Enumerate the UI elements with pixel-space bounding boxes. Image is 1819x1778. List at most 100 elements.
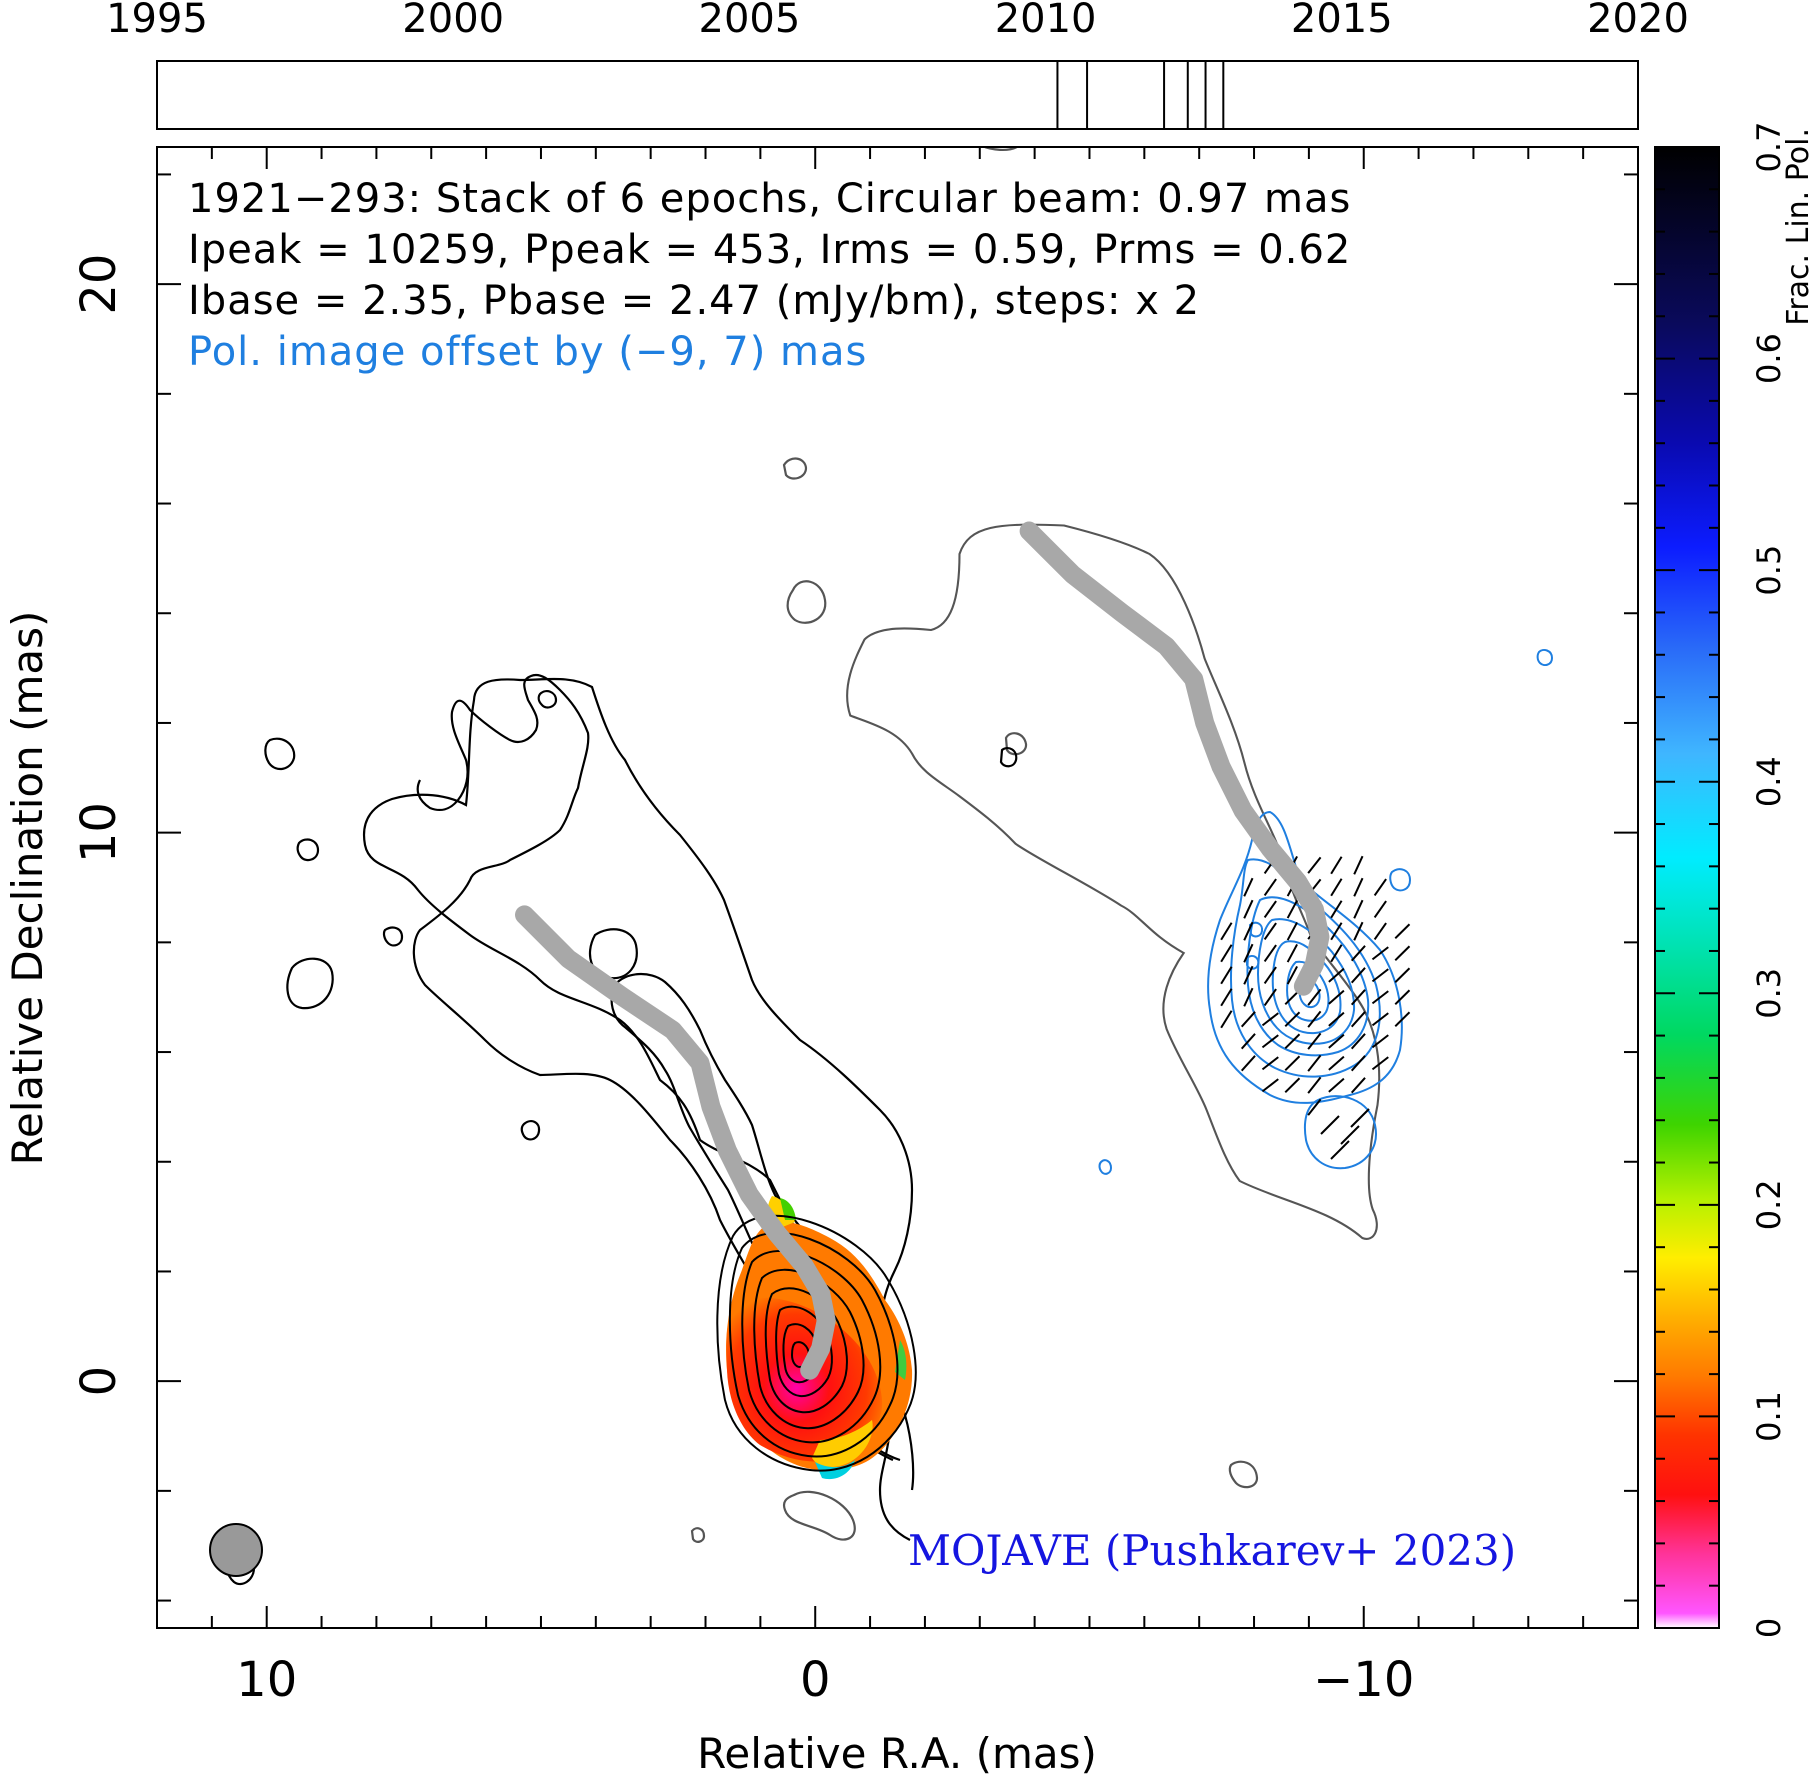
colorbar-gradient: [1655, 147, 1719, 1628]
pol-offset-note: Pol. image offset by (−9, 7) mas: [188, 329, 867, 375]
evpa-stick: [1350, 1033, 1366, 1050]
pol-contour-outer: [1207, 810, 1403, 1104]
outer-island-7: [690, 1527, 706, 1543]
evpa-stick: [1284, 1055, 1301, 1072]
pol-contour-4: [1256, 918, 1356, 1045]
pol-contour-6: [1286, 960, 1330, 1022]
colorbar-label: Frac. Lin. Pol.: [1781, 128, 1816, 326]
evpa-stick: [1394, 923, 1411, 940]
contour-level-2: [412, 673, 894, 1462]
core-ring-4: [753, 1268, 865, 1430]
pol-jet-ridge-line: [1019, 521, 1330, 996]
info-line-3: Ibase = 2.35, Pbase = 2.47 (mJy/bm), ste…: [188, 278, 1200, 324]
evpa-stick: [1220, 944, 1233, 963]
evpa-stick: [1307, 1054, 1322, 1072]
evpa-stick: [1353, 855, 1364, 875]
evpa-stick: [1220, 988, 1233, 1007]
timeline-tick-label: 2005: [699, 0, 801, 42]
evpa-stick: [1353, 899, 1364, 919]
evpa-stick: [1263, 900, 1277, 919]
island-a: [537, 690, 558, 709]
timeline-tick-label: 2020: [1587, 0, 1689, 42]
evpa-stick: [1330, 944, 1343, 963]
evpa-stick: [1284, 1011, 1301, 1028]
evpa-stick: [1340, 1125, 1360, 1145]
evpa-stick: [1240, 1033, 1256, 1050]
outer-island-3: [1004, 732, 1028, 756]
map-frame: [156, 146, 1639, 1629]
polarized-intensity-contours: [1098, 649, 1554, 1175]
evpa-stick: [1286, 899, 1298, 919]
y-axis-label: Relative Declination (mas): [3, 611, 52, 1166]
contour-hole-3: [382, 926, 404, 947]
evpa-stick: [1263, 944, 1277, 963]
evpa-stick: [1350, 967, 1366, 984]
colorbar-tick-label: 0: [1750, 1618, 1788, 1638]
jet-ridge-line: [515, 905, 836, 1380]
colorbar-tick-labels: 0 0.1 0.2 0.3 0.4 0.5 0.6 0.7: [1750, 122, 1788, 1639]
contour-hole-6: [520, 1120, 541, 1141]
pol-patch-green: [780, 1198, 796, 1220]
colorbar-tick-label: 0.4: [1750, 756, 1788, 807]
evpa-stick: [1220, 1010, 1233, 1029]
evpa-stick: [1328, 1055, 1345, 1071]
outer-island-2: [782, 457, 808, 480]
outer-island-6: [1228, 1460, 1259, 1489]
evpa-stick: [1307, 1010, 1322, 1028]
evpa-stick: [1373, 878, 1387, 897]
pol-contour-lower-lobe: [1303, 1095, 1377, 1170]
outer-island-8: [981, 147, 1019, 151]
colorbar-tick-label: 0.3: [1750, 968, 1788, 1019]
evpa-stick: [1394, 989, 1411, 1006]
evpa-stick: [1373, 922, 1387, 941]
evpa-stick: [1371, 990, 1389, 1005]
evpa-stick: [1220, 922, 1233, 941]
evpa-stick: [1307, 988, 1322, 1006]
lone-contour-islands: [537, 690, 1018, 768]
evpa-stick: [1243, 921, 1254, 941]
evpa-stick: [1328, 1077, 1345, 1093]
colorbar-tick-label: 0.1: [1750, 1391, 1788, 1442]
timeline-tick-label: 2015: [1291, 0, 1393, 42]
ridge-lines: [515, 521, 1330, 1380]
colorbar-tick-label: 0.6: [1750, 333, 1788, 384]
evpa-stick: [1263, 966, 1277, 985]
timeline-frame: [156, 60, 1639, 130]
timeline-tick-label: 1995: [106, 0, 208, 42]
evpa-stick: [1328, 1011, 1345, 1027]
info-line-2: Ipeak = 10259, Ppeak = 453, Irms = 0.59,…: [188, 227, 1351, 273]
evpa-stick: [1394, 1011, 1411, 1028]
evpa-stick: [1243, 965, 1254, 985]
core-ring-8: [790, 1341, 811, 1369]
evpa-stick: [1320, 1115, 1340, 1135]
outer-island-5: [782, 1490, 856, 1541]
y-tick-labels: 20 10 0: [71, 254, 127, 1397]
evpa-stick: [1350, 1055, 1366, 1072]
evpa-stick: [1243, 877, 1254, 897]
contour-hole-1: [589, 928, 638, 980]
evpa-stick: [1330, 1140, 1350, 1160]
evpa-stick: [1371, 1056, 1389, 1071]
evpa-stick: [1328, 967, 1345, 983]
pol-contour-small-1: [1248, 921, 1264, 938]
evpa-stick: [1307, 1076, 1322, 1094]
evpa-stick: [1261, 1078, 1279, 1093]
outer-island-1: [786, 580, 827, 624]
evpa-stick: [1307, 856, 1322, 874]
pol-contour-island-3: [1098, 1159, 1113, 1175]
x-tick-label: 0: [800, 1652, 831, 1708]
evpa-stick: [1350, 989, 1366, 1006]
evpa-stick: [1263, 878, 1277, 897]
timeline-tick-label: 2000: [402, 0, 504, 42]
y-tick-label: 20: [71, 254, 127, 315]
evpa-stick: [1240, 1011, 1256, 1028]
evpa-stick: [1243, 943, 1254, 963]
y-tick-label: 10: [71, 802, 127, 863]
y-tick-label: 0: [71, 1366, 127, 1397]
evpa-stick: [1328, 1033, 1345, 1049]
colorbar-tick-label: 0.2: [1750, 1179, 1788, 1230]
evpa-stick: [1350, 1077, 1366, 1094]
evpa-sticks: [1220, 855, 1411, 1160]
colorbar-frame: [1654, 146, 1720, 1629]
info-line-1: 1921−293: Stack of 6 epochs, Circular be…: [188, 176, 1351, 222]
